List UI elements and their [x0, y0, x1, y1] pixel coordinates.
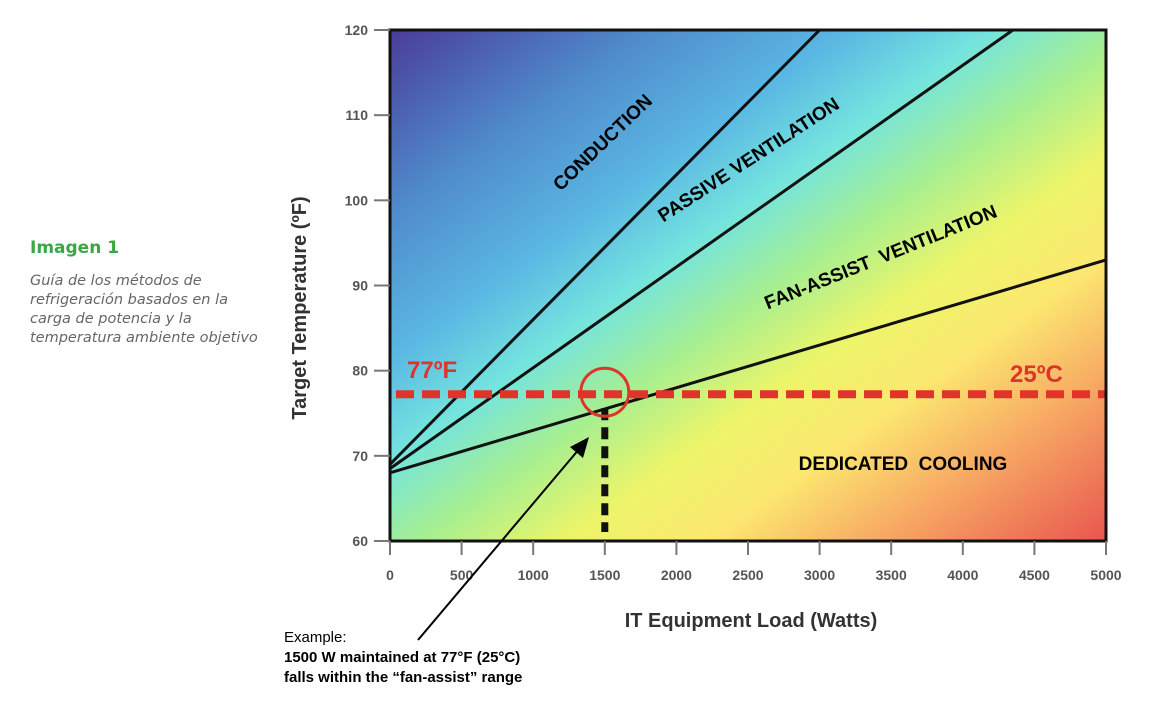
y-tick-label: 60: [352, 533, 368, 549]
ref-label-celsius: 25ºC: [1010, 361, 1063, 388]
x-tick-label: 2500: [732, 567, 763, 583]
figure-caption: Imagen 1 Guía de los métodos de refriger…: [30, 238, 270, 348]
boundary-line-2: [390, 30, 1014, 470]
y-tick-label: 120: [345, 22, 369, 38]
plot-background: [390, 30, 1106, 541]
x-tick-label: 4000: [947, 567, 978, 583]
caption-title: Imagen 1: [30, 238, 120, 258]
example-marker-circle: [579, 366, 631, 418]
y-tick-label: 80: [352, 363, 368, 379]
y-tick-label: 110: [345, 107, 368, 123]
y-tick-label: 100: [345, 192, 369, 208]
x-tick-label: 1500: [589, 567, 620, 583]
x-tick-label: 3000: [804, 567, 835, 583]
x-tick-label: 0: [386, 567, 394, 583]
y-tick-label: 70: [352, 448, 368, 464]
x-tick-label: 5000: [1090, 567, 1121, 583]
x-tick-label: 4500: [1019, 567, 1050, 583]
example-annotation: Example: 1500 W maintained at 77°F (25°C…: [284, 628, 522, 688]
x-tick-label: 2000: [661, 567, 692, 583]
example-arrowhead: [570, 437, 589, 458]
example-line-1: 1500 W maintained at 77°F (25°C): [284, 649, 521, 666]
example-arrow: [417, 447, 581, 641]
caption-text: Guía de los métodos de refrigeración bas…: [30, 273, 258, 346]
example-line-2: falls within the “fan-assist” range: [284, 669, 523, 686]
x-tick-label: 3500: [876, 567, 907, 583]
y-tick-label: 90: [352, 278, 368, 294]
x-tick-label: 500: [450, 567, 474, 583]
y-axis-title: Target Temperature (ºF): [289, 196, 311, 419]
x-tick-label: 1000: [518, 567, 549, 583]
example-heading: Example:: [284, 629, 347, 646]
x-axis-title: IT Equipment Load (Watts): [625, 610, 878, 632]
ref-label-fahrenheit: 77ºF: [407, 357, 457, 384]
boundary-line-3: [390, 258, 1106, 475]
region-label-dedicated-cooling: DEDICATED COOLING: [799, 454, 1008, 475]
